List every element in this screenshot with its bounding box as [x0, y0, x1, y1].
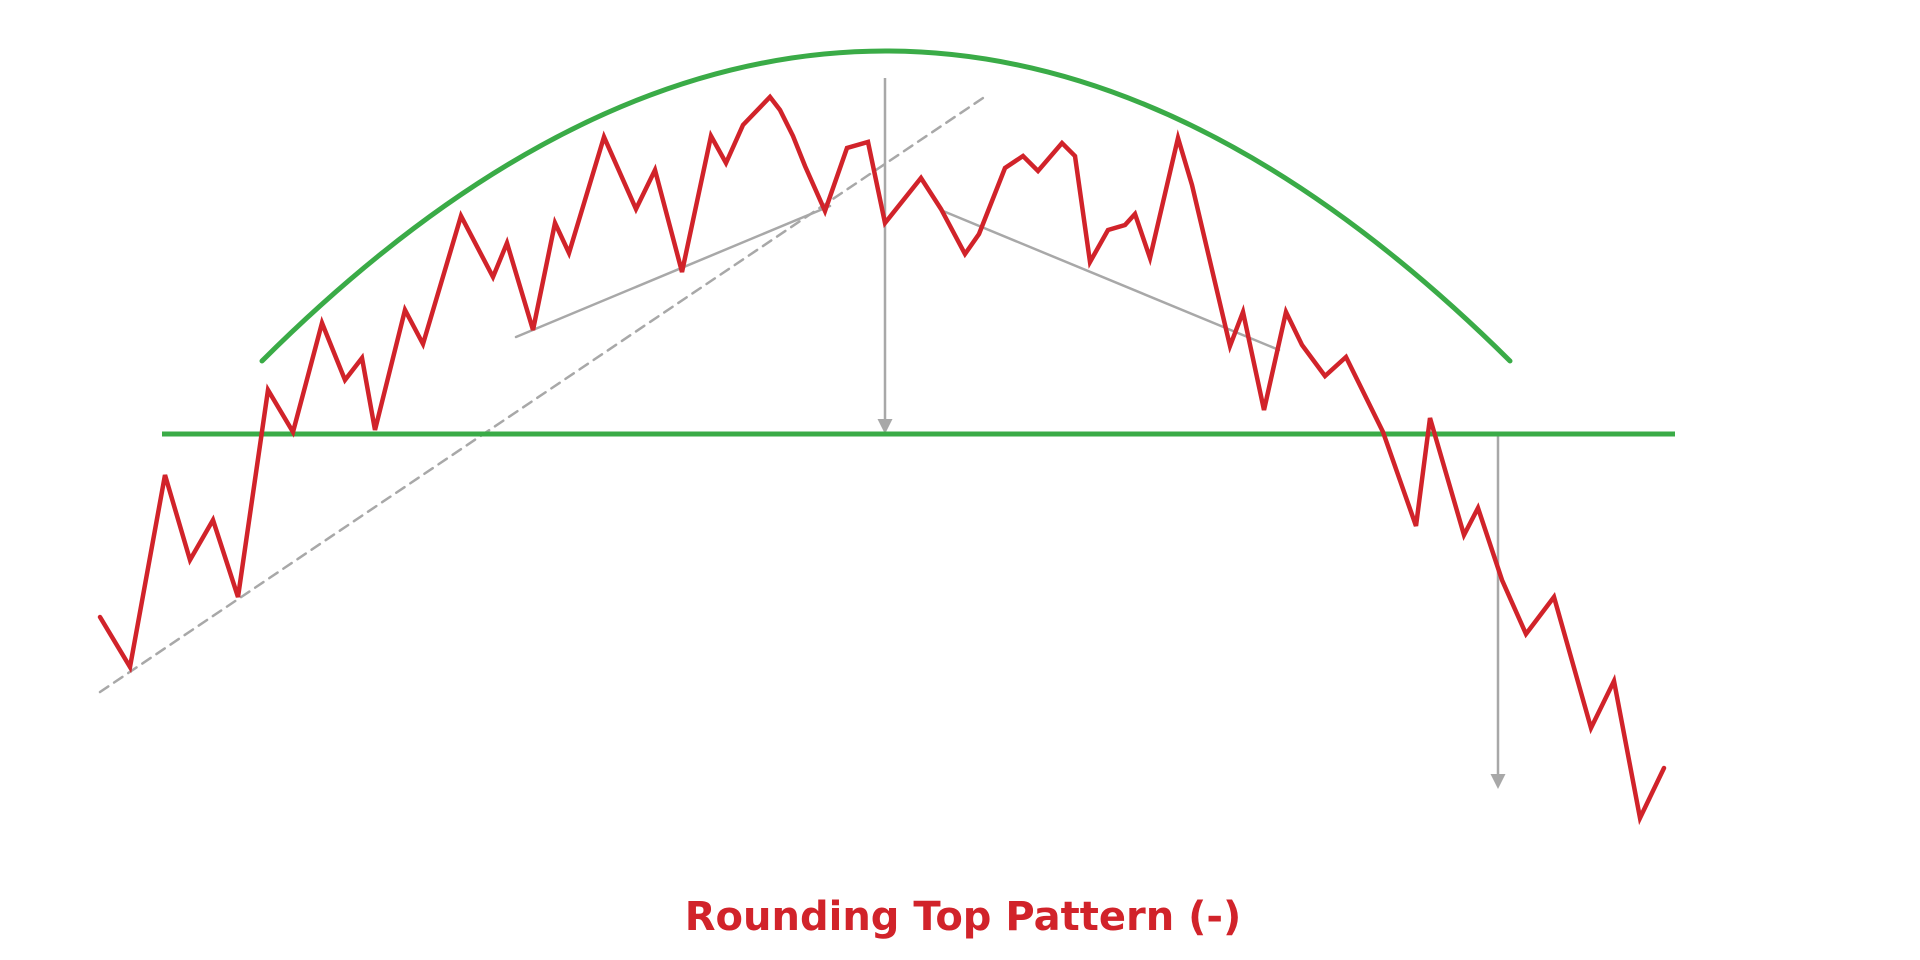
left-trendline [514, 204, 832, 339]
right-trendline [941, 209, 1281, 352]
rounding-top-arc [259, 48, 1513, 364]
diagram-title: Rounding Top Pattern (-) [685, 894, 1242, 940]
price-line [97, 93, 1667, 826]
dashed-trendline [98, 96, 985, 694]
